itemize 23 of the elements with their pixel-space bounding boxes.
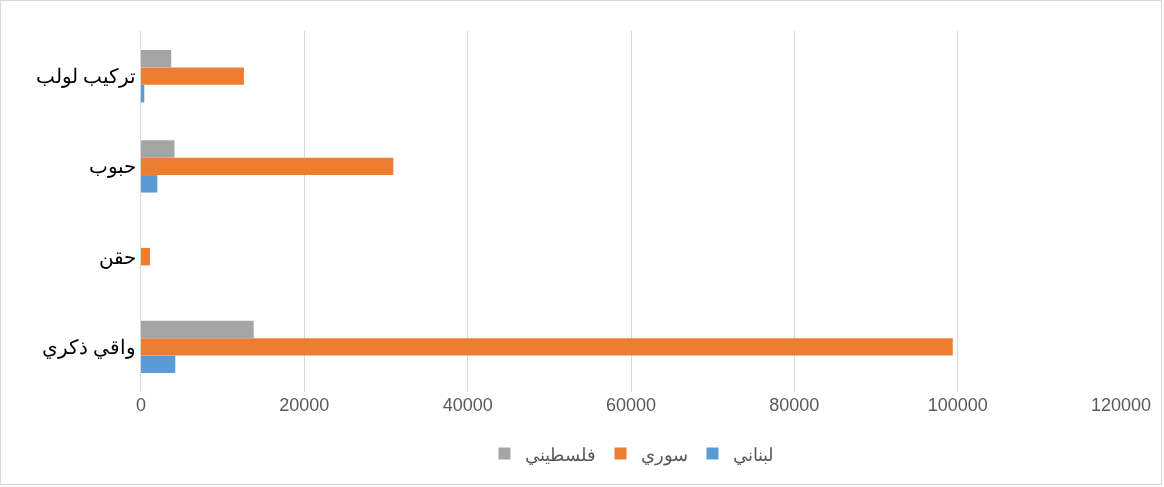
- x-tick-label: 0: [135, 395, 147, 415]
- legend-label: فلسطيني: [524, 444, 596, 465]
- y-tick-label: واقي ذكري: [42, 335, 136, 359]
- legend-label: سوري: [640, 444, 688, 466]
- y-tick-label: حبوب: [89, 155, 136, 179]
- x-tick-label: 80000: [769, 395, 820, 415]
- bar: [141, 140, 175, 158]
- bar: [141, 320, 254, 339]
- bar: [141, 49, 172, 68]
- x-tick-label: 100000: [927, 395, 988, 415]
- bar: [141, 175, 158, 193]
- y-tick-label: حقن: [99, 245, 136, 269]
- bar: [141, 67, 244, 85]
- bar: [141, 247, 150, 266]
- y-tick-label: تركيب لولب: [36, 65, 136, 89]
- bar: [141, 157, 394, 176]
- x-tick-label: 20000: [279, 395, 330, 415]
- bar: [141, 355, 176, 374]
- legend-label: لبناني: [732, 444, 773, 465]
- x-tick-label: 120000: [1090, 395, 1152, 415]
- x-tick-label: 60000: [605, 395, 657, 415]
- bar: [141, 338, 953, 356]
- x-tick-label: 40000: [442, 395, 493, 415]
